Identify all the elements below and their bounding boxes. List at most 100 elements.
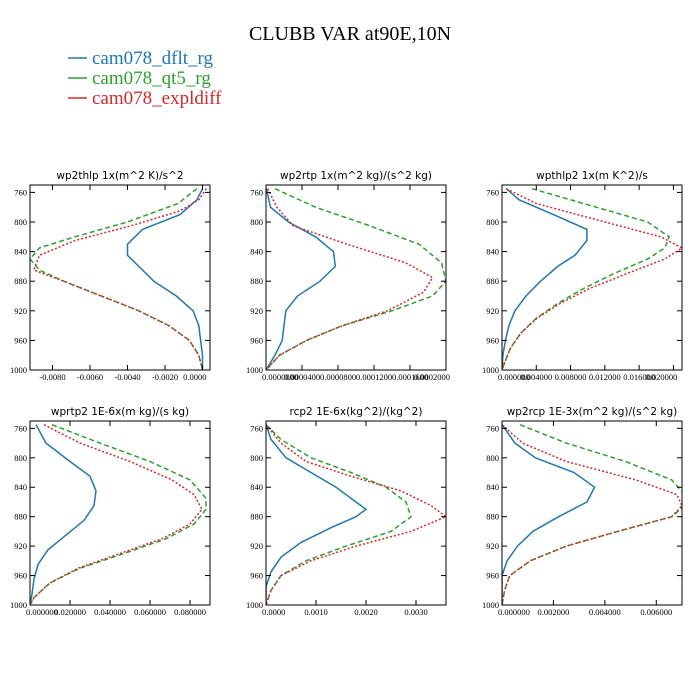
- series-line-cam078_expldiff: [30, 424, 203, 605]
- y-tick-label: 880: [250, 512, 263, 522]
- legend-label-expldiff: cam078_expldiff: [92, 88, 222, 109]
- x-tick-label: -0.0060: [77, 372, 103, 382]
- x-tick-label: 0.0000: [262, 607, 285, 617]
- x-tick-label: 0.012000: [589, 372, 621, 382]
- y-tick-label: 880: [14, 512, 27, 522]
- series-group: [30, 423, 207, 605]
- x-tick-label: -0.0040: [114, 372, 140, 382]
- x-tick-label: 0.0010: [304, 607, 327, 617]
- y-tick-label: 880: [486, 276, 499, 286]
- x-tick-label: 0.004000: [589, 607, 621, 617]
- panel-1: wp2thlp 1x(m^2 K)/s^2 1000 960 920 880 840 800…: [10, 170, 211, 382]
- x-tick-label: 0.0001600: [392, 372, 428, 382]
- figure-title: CLUBB VAR at90E,10N: [249, 23, 451, 45]
- y-tick-label: 840: [14, 247, 27, 257]
- y-tick-label: 760: [250, 423, 263, 433]
- y-tick-label: 960: [14, 571, 27, 581]
- series-line-cam078_qt5_rg: [502, 187, 671, 370]
- y-tick-label: 880: [486, 512, 499, 522]
- series-line-cam078_expldiff: [32, 188, 207, 370]
- series-line-cam078_expldiff: [266, 424, 446, 605]
- legend: cam078_dflt_rg cam078_qt5_rg cam078_expl…: [68, 48, 222, 109]
- series-line-cam078_qt5_rg: [30, 423, 207, 605]
- series-line-cam078_dflt_rg: [502, 188, 588, 370]
- x-tick-label: 0.0000: [183, 372, 206, 382]
- y-tick-label: 760: [486, 423, 499, 433]
- y-tick-label: 1000: [246, 365, 263, 375]
- x-tick-label: 0.0030: [404, 607, 427, 617]
- y-tick-label: 920: [486, 306, 499, 316]
- y-tick-label: 960: [250, 571, 263, 581]
- x-tick-label: 0.060000: [134, 607, 166, 617]
- y-tick-label: 800: [250, 453, 263, 463]
- plot-frame: [265, 184, 447, 371]
- y-tick-label: 920: [14, 541, 27, 551]
- y-tick-label: 800: [14, 453, 27, 463]
- x-tick-label: 0.0020: [354, 607, 377, 617]
- y-tick-label: 840: [486, 247, 499, 257]
- y-tick-label: 800: [486, 217, 499, 227]
- y-tick-label: 1000: [246, 600, 263, 610]
- panel-title: wp2rtp 1x(m^2 kg)/(s^2 kg): [280, 170, 432, 182]
- x-tick-label: 0.0000000: [262, 372, 298, 382]
- panel-2: wp2rtp 1x(m^2 kg)/(s^2 kg) 1000 960 920 880 8…: [246, 170, 450, 382]
- x-tick-label: 0.0002000: [414, 372, 450, 382]
- y-tick-label: 960: [486, 571, 499, 581]
- x-tick-label: 0.000000: [498, 607, 530, 617]
- x-tick-label: 0.0001200: [356, 372, 392, 382]
- series-line-cam078_qt5_rg: [266, 188, 446, 370]
- plot-frame: [501, 184, 683, 371]
- panel-title: wpthlp2 1x(m K^2)/s: [536, 170, 648, 182]
- series-group: [266, 188, 446, 370]
- x-tick-label: 0.0000800: [320, 372, 356, 382]
- y-tick-label: 880: [250, 276, 263, 286]
- series-line-cam078_dflt_rg: [266, 424, 368, 605]
- x-tick-label: 0.000000: [26, 607, 58, 617]
- panel-3: wpthlp2 1x(m K^2)/s 1000 960 920 880 840 800 76…: [482, 170, 683, 382]
- y-tick-label: 920: [486, 541, 499, 551]
- series-group: [30, 188, 207, 370]
- x-tick-label: 0.004000: [520, 372, 552, 382]
- x-tick-label: 0.080000: [174, 607, 206, 617]
- series-line-cam078_expldiff: [502, 188, 682, 370]
- series-line-cam078_dflt_rg: [502, 424, 596, 605]
- y-tick-label: 840: [14, 482, 27, 492]
- y-tick-label: 960: [14, 335, 27, 345]
- series-line-cam078_qt5_rg: [266, 424, 412, 605]
- x-tick-label: 0.020000: [646, 372, 678, 382]
- series-line-cam078_expldiff: [266, 188, 434, 370]
- panel-title: rcp2 1E-6x(kg^2)/(kg^2): [290, 406, 423, 418]
- y-tick-label: 920: [250, 541, 263, 551]
- y-tick-label: 760: [486, 187, 499, 197]
- panel-5: rcp2 1E-6x(kg^2)/(kg^2) 1000 960 920 880 840 8…: [246, 406, 447, 617]
- legend-label-dflt: cam078_dflt_rg: [92, 48, 214, 69]
- x-tick-label: 0.016000: [623, 372, 655, 382]
- y-tick-label: 840: [250, 482, 263, 492]
- y-tick-label: 1000: [482, 365, 499, 375]
- y-tick-label: 1000: [10, 600, 27, 610]
- panel-title: wp2thlp 1x(m^2 K)/s^2: [56, 170, 183, 182]
- x-tick-label: 0.000000: [498, 372, 530, 382]
- x-tick-label: 0.008000: [555, 372, 587, 382]
- x-tick-label: 0.002000: [537, 607, 569, 617]
- x-tick-label: 0.040000: [94, 607, 126, 617]
- y-tick-label: 840: [250, 247, 263, 257]
- x-tick-label: 0.006000: [640, 607, 672, 617]
- series-line-cam078_expldiff: [502, 424, 682, 605]
- y-tick-label: 1000: [10, 365, 27, 375]
- panel-6: wp2rcp 1E-3x(m^2 kg)/(s^2 kg) 1000 960 920 8…: [482, 406, 683, 617]
- y-tick-label: 800: [14, 217, 27, 227]
- y-tick-label: 960: [250, 335, 263, 345]
- series-line-cam078_qt5_rg: [502, 424, 682, 605]
- y-tick-label: 760: [14, 423, 27, 433]
- y-tick-label: 800: [486, 453, 499, 463]
- y-tick-label: 920: [14, 306, 27, 316]
- x-tick-label: -0.0020: [152, 372, 178, 382]
- plot-frame: [265, 420, 447, 606]
- plot-frame: [29, 420, 211, 606]
- plot-frame: [501, 420, 683, 606]
- y-tick-label: 760: [14, 187, 27, 197]
- y-tick-label: 760: [250, 187, 263, 197]
- y-tick-label: 960: [486, 335, 499, 345]
